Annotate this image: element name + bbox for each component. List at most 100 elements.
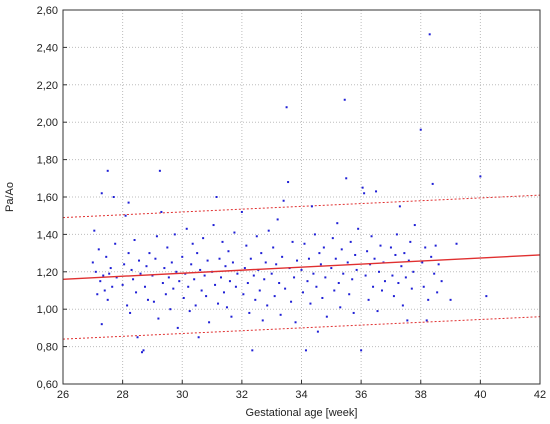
scatter-point [370, 235, 373, 238]
scatter-point [135, 291, 138, 294]
scatter-point [166, 246, 169, 249]
scatter-point [123, 263, 126, 266]
scatter-point [312, 272, 315, 275]
scatter-point [121, 283, 124, 286]
scatter-point [139, 272, 142, 275]
scatter-point [397, 282, 400, 285]
x-axis-label: Gestational age [week] [246, 407, 358, 419]
scatter-point [310, 205, 313, 208]
y-tick-label: 2,00 [37, 117, 58, 129]
scatter-point [349, 240, 352, 243]
y-tick-label: 0,60 [37, 379, 58, 391]
scatter-point [433, 272, 436, 275]
scatter-point [227, 250, 230, 253]
scatter-point [252, 274, 255, 277]
scatter-point [185, 227, 188, 230]
scatter-point [325, 315, 328, 318]
regression-line-group [62, 254, 541, 280]
scatter-point [378, 270, 381, 273]
scatter-point [360, 349, 363, 352]
scatter-point [279, 313, 282, 316]
scatter-point [421, 261, 424, 264]
scatter-point [301, 291, 304, 294]
scatter-point [133, 239, 136, 242]
scatter-point [112, 196, 115, 198]
scatter-point [398, 205, 401, 208]
scatter-point [407, 259, 410, 262]
scatter-point [337, 282, 340, 285]
scatter-point [225, 306, 228, 309]
scatter-point [164, 293, 167, 296]
lower-prediction-line [62, 316, 541, 340]
scatter-point [148, 252, 151, 255]
scatter-point [248, 311, 251, 314]
scatter-point [330, 267, 333, 270]
scatter-point [419, 128, 422, 131]
scatter-point [355, 268, 358, 271]
scatter-point [167, 276, 170, 279]
scatter-point [379, 244, 382, 247]
y-tick-label: 1,60 [37, 192, 58, 204]
scatter-point [304, 349, 307, 352]
axis-ticks: 26 28 30 32 34 36 38 40 42 0,60 0,80 1,00 1,20 1,40 1,… [37, 5, 547, 401]
scatter-point [108, 272, 111, 275]
y-tick-label: 0,80 [37, 342, 58, 354]
regression-line [62, 254, 541, 280]
scatter-point [263, 278, 266, 281]
scatter-point [272, 246, 275, 249]
scatter-point [138, 259, 141, 262]
scatter-point [309, 302, 312, 305]
scatter-point [136, 336, 139, 339]
scatter-point [346, 261, 349, 264]
scatter-point [181, 255, 184, 258]
scatter-point [109, 267, 112, 270]
scatter-point [316, 330, 319, 333]
y-tick-label: 1,40 [37, 229, 58, 241]
scatter-point [322, 246, 325, 249]
scatter-point [114, 242, 117, 245]
scatter-point [91, 261, 94, 264]
scatter-point [130, 268, 133, 271]
data-points [91, 33, 488, 354]
x-tick-label: 36 [355, 389, 367, 401]
scatter-point [202, 237, 205, 240]
scatter-point [413, 224, 416, 227]
scatter-point [176, 326, 179, 329]
scatter-point [434, 244, 437, 247]
scatter-point [455, 242, 458, 245]
scatter-point [145, 265, 148, 268]
y-tick-label: 2,20 [37, 80, 58, 92]
scatter-point [154, 257, 157, 260]
y-tick-label: 1,80 [37, 155, 58, 167]
scatter-point [406, 319, 409, 322]
scatter-point [208, 321, 211, 324]
scatter-point [284, 287, 287, 290]
scatter-point [449, 298, 452, 301]
scatter-point [276, 218, 279, 221]
x-tick-label: 38 [415, 389, 427, 401]
scatter-point [240, 210, 243, 213]
scatter-point [218, 257, 221, 260]
scatter-point [146, 298, 149, 301]
scatter-point [479, 175, 482, 178]
scatter-point [115, 276, 118, 279]
scatter-point [249, 257, 252, 260]
scatter-point [394, 253, 397, 256]
scatter-point [392, 295, 395, 298]
scatter-point [303, 242, 306, 245]
scatter-point [261, 319, 264, 322]
scatter-point [215, 196, 218, 198]
scatter-point [182, 296, 185, 299]
scatter-point [313, 233, 316, 236]
scatter-point [285, 106, 288, 109]
scatter-point [94, 270, 97, 273]
x-tick-label: 32 [236, 389, 248, 401]
scatter-point [254, 298, 257, 301]
scatter-point [193, 278, 196, 281]
scatter-point [342, 272, 345, 275]
scatter-point [430, 255, 433, 258]
scatter-point [281, 255, 284, 258]
scatter-point [152, 300, 155, 303]
scatter-point [395, 233, 398, 236]
